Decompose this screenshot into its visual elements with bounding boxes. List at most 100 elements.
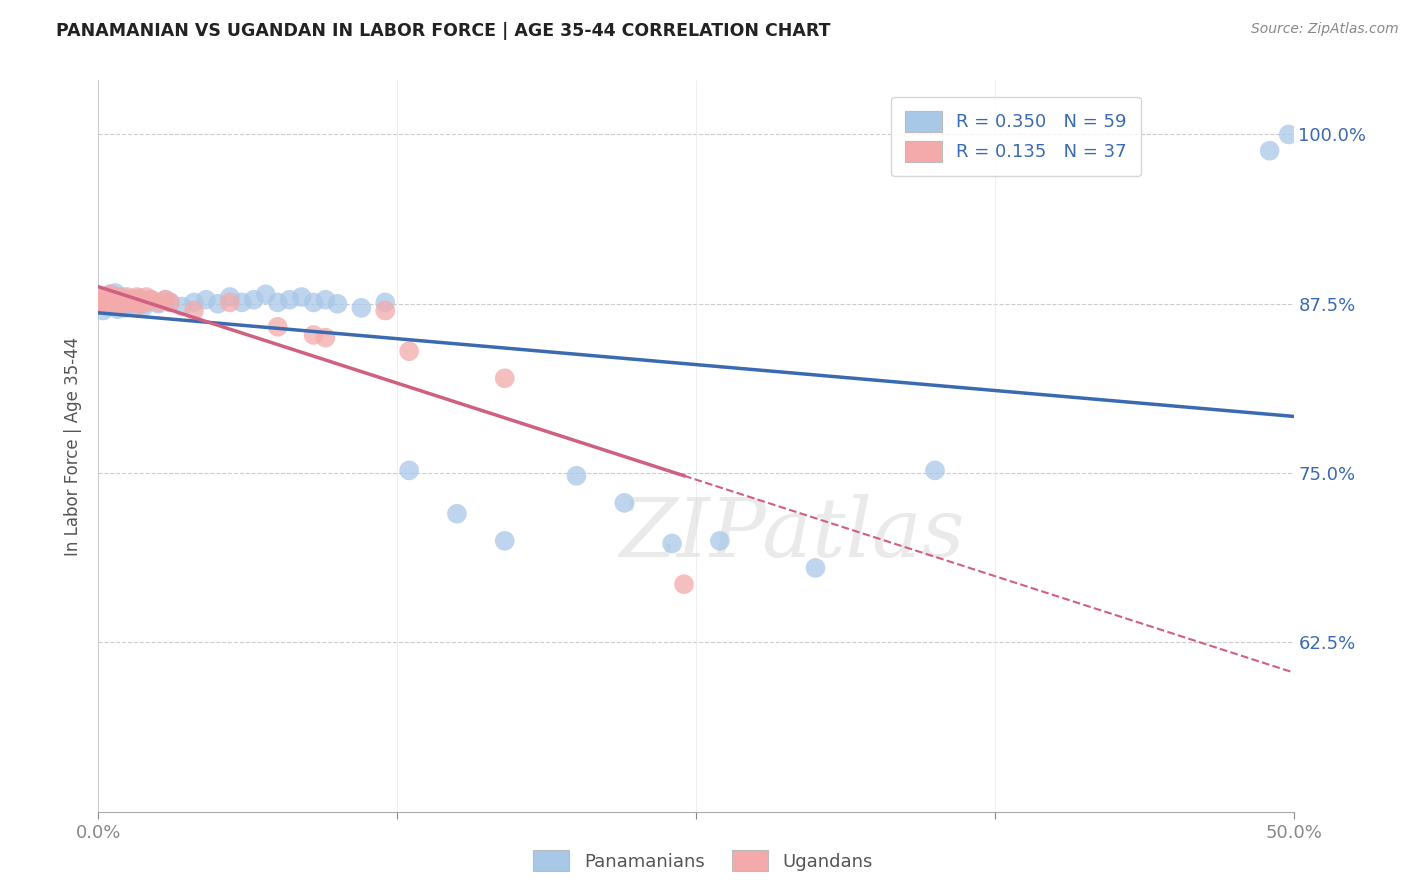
Point (97, 294, 120, 309)
Point (128, 298, 150, 312)
Point (115, 297, 138, 311)
Point (135, 290, 157, 304)
Point (326, 297, 349, 311)
Point (118, 293, 141, 307)
Point (104, 295, 127, 310)
Point (131, 297, 153, 311)
Point (565, 468, 588, 483)
Point (114, 301, 136, 315)
Point (97, 300, 120, 314)
Point (124, 295, 146, 310)
Point (673, 577, 696, 591)
Point (98, 295, 122, 310)
Point (104, 285, 127, 300)
Point (94, 297, 117, 311)
Point (207, 297, 229, 311)
Point (278, 293, 301, 307)
Point (291, 290, 314, 304)
Point (315, 293, 337, 307)
Point (155, 293, 177, 307)
Point (709, 533, 731, 548)
Point (115, 290, 138, 304)
Point (219, 295, 242, 310)
Point (374, 303, 396, 318)
Point (132, 295, 155, 310)
Point (148, 297, 170, 311)
Point (139, 293, 162, 307)
Point (91, 293, 114, 307)
Point (231, 295, 253, 310)
Point (98, 287, 122, 301)
Point (804, 561, 827, 575)
Point (91, 303, 114, 318)
Point (121, 293, 143, 307)
Point (111, 295, 134, 310)
Point (107, 302, 129, 317)
Point (90, 295, 112, 310)
Point (243, 293, 266, 307)
Point (131, 293, 153, 307)
Point (118, 295, 141, 310)
Point (183, 295, 205, 310)
Point (350, 301, 373, 315)
Point (139, 293, 162, 307)
Point (98, 290, 122, 304)
Text: Source: ZipAtlas.com: Source: ZipAtlas.com (1251, 22, 1399, 37)
Point (107, 290, 129, 304)
Point (97, 295, 120, 310)
Point (98, 287, 122, 301)
Point (121, 295, 143, 310)
Point (135, 295, 157, 310)
Point (661, 536, 683, 550)
Point (107, 297, 129, 311)
Legend: Panamanians, Ugandans: Panamanians, Ugandans (526, 843, 880, 879)
Point (267, 319, 290, 334)
Point (125, 290, 148, 304)
Text: ZIPatlas: ZIPatlas (619, 494, 965, 574)
Point (101, 293, 124, 307)
Point (111, 293, 134, 307)
Point (254, 287, 277, 301)
Point (132, 300, 155, 314)
Point (101, 295, 124, 310)
Point (183, 303, 205, 318)
Point (446, 507, 468, 521)
Point (111, 290, 134, 304)
Point (267, 295, 290, 310)
Point (148, 295, 170, 310)
Point (125, 294, 148, 309)
Point (398, 344, 420, 359)
Point (1278, 128, 1301, 142)
Text: PANAMANIAN VS UGANDAN IN LABOR FORCE | AGE 35-44 CORRELATION CHART: PANAMANIAN VS UGANDAN IN LABOR FORCE | A… (56, 22, 831, 40)
Point (302, 295, 325, 310)
Legend: R = 0.350   N = 59, R = 0.135   N = 37: R = 0.350 N = 59, R = 0.135 N = 37 (891, 96, 1142, 177)
Point (924, 463, 946, 477)
Point (124, 298, 146, 312)
Point (315, 331, 337, 345)
Point (91, 293, 114, 307)
Point (494, 371, 516, 385)
Point (374, 295, 396, 310)
Point (94, 293, 117, 307)
Point (91, 290, 114, 304)
Point (494, 533, 516, 548)
Point (398, 463, 420, 477)
Point (194, 293, 218, 307)
Point (613, 496, 636, 510)
Point (1258, 144, 1281, 158)
Point (101, 298, 124, 312)
Point (114, 295, 136, 310)
Point (302, 327, 325, 342)
Point (159, 295, 181, 310)
Point (172, 300, 194, 314)
Point (94, 298, 117, 312)
Point (159, 295, 181, 310)
Point (104, 294, 127, 309)
Point (101, 291, 124, 305)
Point (94, 290, 117, 304)
Y-axis label: In Labor Force | Age 35-44: In Labor Force | Age 35-44 (65, 336, 83, 556)
Point (108, 298, 131, 312)
Point (108, 293, 131, 307)
Point (128, 291, 150, 305)
Point (219, 290, 242, 304)
